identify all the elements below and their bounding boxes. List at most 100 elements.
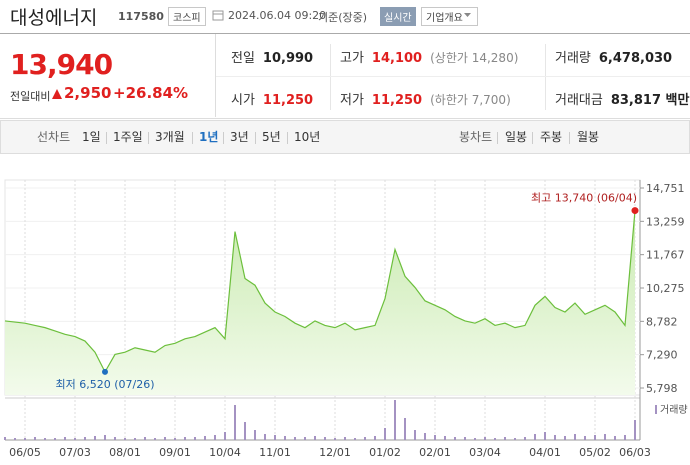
stat-item: 거래량 6,478,030	[555, 47, 672, 66]
volume-bar	[444, 436, 446, 440]
volume-bar	[484, 437, 486, 440]
volume-bar	[84, 437, 86, 440]
volume-bar	[14, 438, 16, 440]
period-tab[interactable]: 3년	[230, 130, 249, 144]
volume-bar	[314, 436, 316, 440]
tab-separator	[223, 132, 224, 144]
volume-bar	[334, 438, 336, 440]
candle-tab[interactable]: 주봉	[540, 130, 563, 144]
y-tick-label: 7,290	[646, 349, 678, 362]
price-area	[5, 210, 635, 395]
tab-separator	[497, 132, 498, 144]
y-tick-label: 5,798	[646, 382, 678, 395]
volume-bar	[434, 435, 436, 440]
tab-separator	[255, 132, 256, 144]
volume-bar	[534, 434, 536, 440]
volume-bar	[494, 438, 496, 440]
market-badge: 코스피	[168, 7, 206, 26]
period-tab[interactable]: 1일	[82, 130, 101, 144]
volume-bar	[104, 435, 106, 440]
volume-bar	[204, 436, 206, 440]
divider	[545, 44, 546, 110]
period-tab[interactable]: 1년	[199, 130, 219, 144]
volume-bar	[154, 438, 156, 440]
divider	[216, 76, 690, 77]
period-tab[interactable]: 10년	[294, 130, 321, 144]
period-tab[interactable]: 5년	[262, 130, 281, 144]
stock-code: 117580	[118, 10, 164, 23]
volume-bar	[584, 436, 586, 440]
volume-bar	[64, 437, 66, 440]
stat-value: 10,990	[262, 51, 314, 66]
tab-separator	[106, 132, 107, 144]
volume-bar	[34, 437, 36, 440]
volume-bar	[374, 436, 376, 440]
change-pct: +26.84%	[113, 84, 189, 102]
volume-bar	[164, 437, 166, 440]
stock-name: 대성에너지	[10, 7, 98, 29]
volume-bar	[254, 430, 256, 440]
volume-bar	[394, 400, 396, 440]
volume-bar	[234, 405, 236, 440]
volume-bar	[94, 436, 96, 440]
stat-label: 고가	[340, 51, 364, 66]
tab-separator	[569, 132, 570, 144]
volume-bar	[624, 435, 626, 440]
volume-bar	[454, 437, 456, 440]
volume-bar	[404, 418, 406, 440]
volume-bar	[474, 438, 476, 440]
y-tick-label: 10,275	[646, 282, 685, 295]
price: 13,940	[10, 48, 113, 81]
volume-bar	[554, 435, 556, 440]
volume-bar	[74, 438, 76, 440]
tab-bar	[0, 120, 690, 154]
price-line	[4, 210, 636, 374]
volume-bar	[614, 436, 616, 440]
x-tick-label: 03/04	[469, 446, 501, 459]
divider	[215, 34, 216, 117]
stat-label: 저가	[340, 93, 364, 108]
tab-heading: 봉차트	[459, 130, 493, 144]
volume-bar	[544, 432, 546, 440]
x-tick-label: 11/01	[259, 446, 291, 459]
candle-tab[interactable]: 월봉	[577, 130, 600, 144]
volume-bar	[414, 430, 416, 440]
stat-value: 11,250	[371, 93, 423, 108]
up-triangle	[52, 89, 62, 99]
stat-note: (상한가 14,280)	[430, 51, 519, 65]
volume-bar	[604, 434, 606, 440]
volume-bar	[4, 437, 6, 440]
low-marker	[102, 368, 108, 375]
x-tick-label: 01/02	[369, 446, 401, 459]
volume-bar	[514, 438, 516, 440]
volume-bar	[364, 437, 366, 440]
stat-item: 저가 11,250 (하한가 7,700)	[340, 89, 511, 108]
tab-separator	[532, 132, 533, 144]
volume-bar	[244, 422, 246, 440]
candle-tab[interactable]: 일봉	[505, 130, 528, 144]
x-tick-label: 06/05	[9, 446, 41, 459]
realtime-button[interactable]: 실시간	[380, 7, 416, 26]
stat-label: 거래대금	[555, 93, 603, 108]
volume-bar	[224, 432, 226, 440]
company-info-button[interactable]: 기업개요	[421, 7, 478, 26]
stat-item: 고가 14,100 (상한가 14,280)	[340, 47, 518, 66]
x-tick-label: 02/01	[419, 446, 451, 459]
volume-bar	[384, 428, 386, 440]
y-tick-label: 8,782	[646, 315, 678, 328]
period-tab[interactable]: 3개월	[155, 130, 185, 144]
period-tab[interactable]: 1주일	[113, 130, 143, 144]
stat-value: 83,817 백만	[610, 93, 690, 108]
volume-label: 거래량	[660, 404, 688, 416]
volume-bar	[274, 435, 276, 440]
volume-bar	[424, 433, 426, 440]
volume-bar	[124, 438, 126, 440]
tab-separator	[148, 132, 149, 144]
volume-bar	[54, 438, 56, 440]
volume-bar	[184, 437, 186, 440]
stat-note: (하한가 7,700)	[430, 93, 511, 107]
dropdown-arrow	[464, 13, 471, 17]
volume-bar	[134, 438, 136, 440]
volume-bar	[324, 437, 326, 440]
